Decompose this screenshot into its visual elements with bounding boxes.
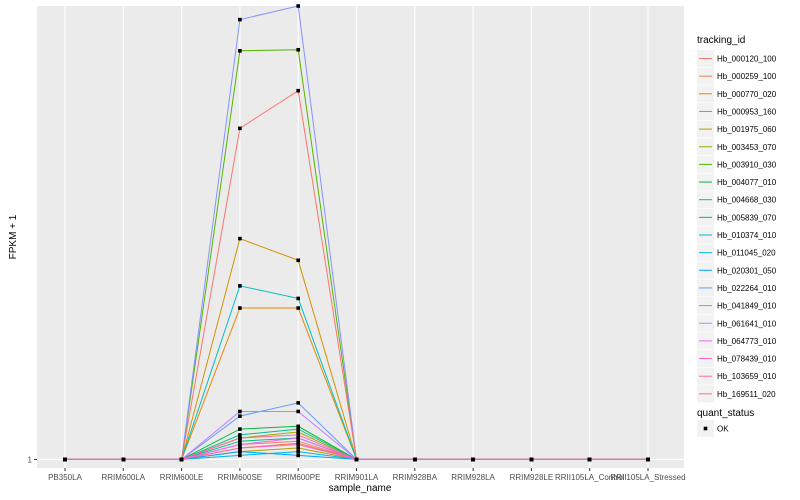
data-point <box>238 49 242 53</box>
data-point <box>238 414 242 418</box>
data-points <box>63 4 650 462</box>
data-point <box>238 306 242 310</box>
legend-item-Hb_061641_010: Hb_061641_010 <box>717 319 777 328</box>
x-tick-label: PB350LA <box>48 473 82 482</box>
data-point <box>587 457 592 462</box>
legend-item-OK: OK <box>717 425 729 434</box>
x-tick-label: RRIM928LE <box>510 473 554 482</box>
data-point <box>238 126 242 131</box>
legend-item-Hb_004668_030: Hb_004668_030 <box>717 196 777 205</box>
legend-item-Hb_064773_010: Hb_064773_010 <box>717 337 777 346</box>
data-point <box>296 296 300 301</box>
x-tick-label: RRIM928LA <box>451 473 495 482</box>
x-tick-label: RRIM928BA <box>393 473 438 482</box>
legend-item-Hb_020301_050: Hb_020301_050 <box>717 266 777 275</box>
data-point <box>238 433 242 437</box>
data-point <box>238 436 242 440</box>
data-point <box>238 439 242 444</box>
data-point <box>296 47 300 52</box>
x-tick-label: RRII105LA_Control <box>555 473 625 482</box>
legend-item-Hb_078439_010: Hb_078439_010 <box>717 355 777 364</box>
legend-item-Hb_004077_010: Hb_004077_010 <box>717 178 777 187</box>
legend-title-tracking-id: tracking_id <box>697 35 745 46</box>
legend-item-Hb_003910_030: Hb_003910_030 <box>717 160 777 169</box>
legend-item-Hb_000259_100: Hb_000259_100 <box>717 72 777 81</box>
legend-item-Hb_010374_010: Hb_010374_010 <box>717 231 777 240</box>
data-point <box>296 436 300 440</box>
data-point <box>529 457 534 462</box>
data-point <box>238 427 242 431</box>
legend-item-Hb_000770_020: Hb_000770_020 <box>717 90 777 99</box>
data-point <box>238 409 242 414</box>
data-point <box>121 457 126 462</box>
plot-panel <box>37 6 684 468</box>
legend-item-Hb_001975_060: Hb_001975_060 <box>717 125 777 134</box>
data-point <box>238 284 242 288</box>
data-point <box>179 457 184 462</box>
x-tick-label: RRIM600LE <box>160 473 204 482</box>
data-point <box>296 4 300 8</box>
x-tick-label: RRIM600PE <box>276 473 320 482</box>
axes: PB350LA RRIM600LA RRIM600LE RRIM600SE RRIM60… <box>28 455 686 482</box>
data-point <box>238 446 242 450</box>
legend-item-Hb_169511_020: Hb_169511_020 <box>717 390 776 399</box>
data-point <box>471 457 475 462</box>
x-tick-label: RRIM600SE <box>218 473 262 482</box>
data-point <box>296 442 300 447</box>
data-point <box>238 236 242 241</box>
legend: tracking_id quant_status Hb_000120_100 Hb… <box>697 35 777 437</box>
data-point <box>296 449 300 454</box>
data-point <box>238 17 242 22</box>
data-point <box>296 258 300 263</box>
x-axis-title: sample_name <box>329 483 392 494</box>
legend-item-Hb_003453_070: Hb_003453_070 <box>717 143 777 152</box>
x-tick-label: RRII105LA_Stressed <box>610 473 685 482</box>
data-point <box>296 401 300 405</box>
data-point <box>296 427 300 431</box>
data-point <box>413 457 417 462</box>
legend-item-Hb_005839_070: Hb_005839_070 <box>717 213 777 222</box>
legend-item-Hb_000953_160: Hb_000953_160 <box>717 107 777 116</box>
data-point <box>296 430 300 434</box>
legend-item-Hb_000120_100: Hb_000120_100 <box>717 55 777 64</box>
legend-item-Hb_011045_020: Hb_011045_020 <box>717 249 776 258</box>
data-point <box>296 409 300 414</box>
x-tick-label: RRIM901LA <box>335 473 379 482</box>
data-point <box>296 424 300 429</box>
data-point <box>354 457 359 462</box>
data-point <box>296 306 300 310</box>
y-axis-title: FPKM + 1 <box>8 214 19 259</box>
data-point <box>296 433 300 437</box>
data-point <box>296 446 300 450</box>
data-point <box>646 457 650 462</box>
data-point <box>63 457 67 462</box>
data-point <box>296 88 300 93</box>
x-tick-label: RRIM600LA <box>102 473 146 482</box>
legend-shape-swatch <box>703 426 708 431</box>
data-point <box>238 449 242 454</box>
data-point <box>296 439 300 444</box>
data-point <box>296 453 300 458</box>
legend-item-Hb_022264_010: Hb_022264_010 <box>717 284 777 293</box>
data-point <box>238 442 242 447</box>
y-tick-label: 1 <box>28 455 33 464</box>
data-point <box>238 453 242 458</box>
legend-item-Hb_041849_010: Hb_041849_010 <box>717 302 777 311</box>
legend-item-Hb_103659_010: Hb_103659_010 <box>717 372 777 381</box>
legend-title-quant-status: quant_status <box>697 408 754 419</box>
